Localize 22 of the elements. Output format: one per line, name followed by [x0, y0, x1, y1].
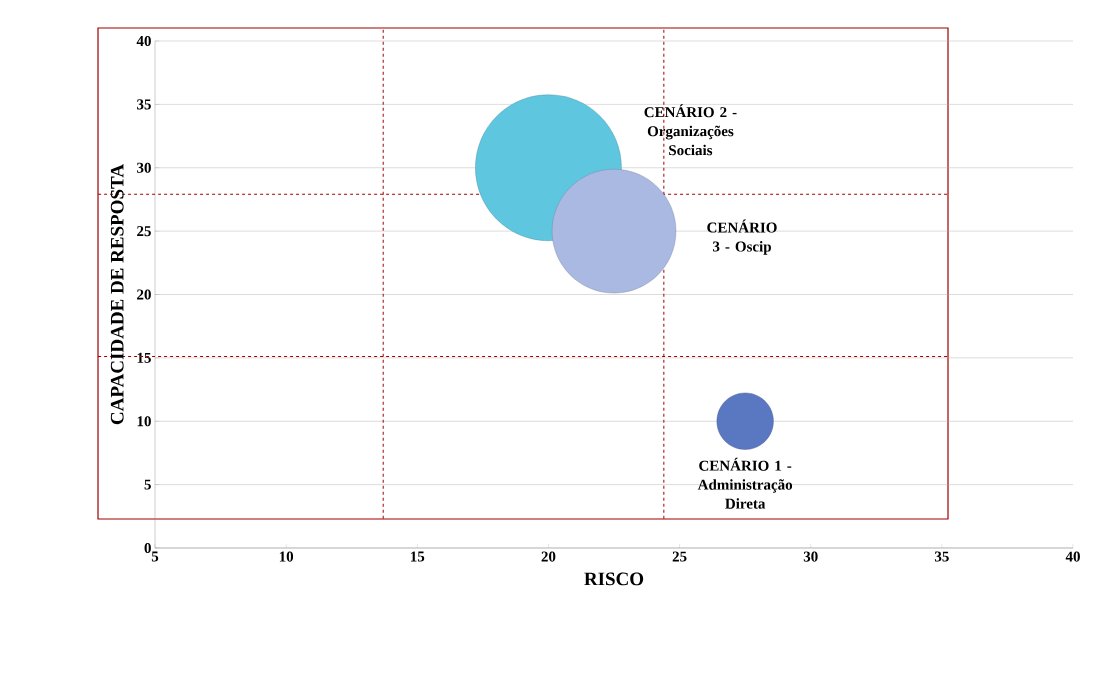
x-tick-label: 15 [411, 551, 425, 562]
text: CENÁRIO 1 - Administração Direta [697, 457, 793, 509]
y-tick-label: 35 [137, 99, 151, 110]
x-tick-label: 5 [151, 551, 159, 562]
x-tick-label: 40 [1065, 551, 1080, 562]
y-tick-label: 10 [137, 416, 151, 427]
y-tick-label: 30 [137, 162, 151, 173]
y-tick-label: 0 [144, 542, 151, 554]
y-tick-label: 20 [137, 289, 151, 300]
x-tick-label: 35 [934, 551, 949, 562]
legend-label: CENÁRIO 3 - Oscip [707, 219, 777, 255]
x-axis-title: RISCO [584, 572, 644, 586]
x-tick-label: 10 [279, 551, 294, 562]
x-tick-label: 30 [803, 551, 818, 562]
x-tick-label: 25 [672, 551, 687, 562]
x-tick-label: 20 [541, 551, 556, 562]
y-axis-title: CAPACIDADE DE RESPOSTA [110, 164, 124, 425]
y-tick-label: 40 [136, 35, 151, 47]
y-tick-label: 15 [137, 352, 151, 363]
series-label: CENÁRIO 2 - Organizações Sociais [644, 104, 737, 156]
y-tick-label: 25 [137, 226, 151, 237]
y-tick-label: 5 [144, 479, 151, 490]
